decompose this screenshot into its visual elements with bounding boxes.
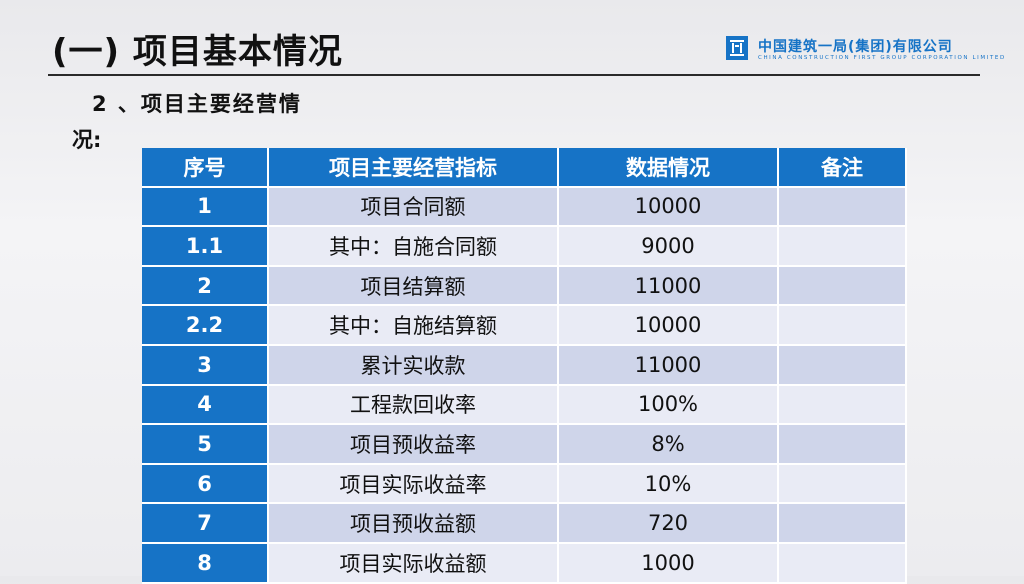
- company-logo-icon: [726, 36, 748, 60]
- row-note: [778, 226, 907, 267]
- row-note: [778, 424, 907, 465]
- row-value: 10%: [558, 463, 779, 505]
- row-value: 8%: [558, 424, 779, 465]
- row-item: 项目结算额: [268, 265, 559, 307]
- table-row: 1.1 其中：自施合同额 9000: [142, 226, 907, 267]
- operations-table: 序号 项目主要经营指标 数据情况 备注 1 项目合同额 10000 1.1 其中…: [142, 148, 907, 584]
- table-row: 5 项目预收益率 8%: [142, 424, 907, 465]
- row-item: 项目预收益率: [268, 424, 559, 465]
- row-note: [778, 305, 907, 346]
- row-note: [778, 186, 907, 228]
- row-no: 7: [142, 503, 269, 544]
- row-no: 1: [142, 186, 269, 228]
- table-row: 4 工程款回收率 100%: [142, 384, 907, 426]
- table-row: 1 项目合同额 10000: [142, 186, 907, 228]
- row-no: 3: [142, 344, 269, 386]
- header-no: 序号: [142, 148, 269, 188]
- row-no: 1.1: [142, 226, 269, 267]
- header-value: 数据情况: [558, 148, 779, 188]
- row-value: 9000: [558, 226, 779, 267]
- row-no: 8: [142, 542, 269, 584]
- section-subtitle-continued: 况:: [72, 128, 102, 152]
- row-value: 100%: [558, 384, 779, 426]
- row-note: [778, 542, 907, 584]
- table-header-row: 序号 项目主要经营指标 数据情况 备注: [142, 148, 907, 188]
- section-subtitle: 2 、项目主要经营情: [92, 92, 302, 116]
- row-value: 720: [558, 503, 779, 544]
- row-item: 累计实收款: [268, 344, 559, 386]
- row-note: [778, 344, 907, 386]
- title-divider: [48, 74, 980, 76]
- table-row: 6 项目实际收益率 10%: [142, 463, 907, 505]
- row-item: 其中：自施合同额: [268, 226, 559, 267]
- row-note: [778, 265, 907, 307]
- row-note: [778, 384, 907, 426]
- row-value: 11000: [558, 344, 779, 386]
- table-row: 7 项目预收益额 720: [142, 503, 907, 544]
- row-item: 项目实际收益额: [268, 542, 559, 584]
- company-name: 中国建筑一局(集团)有限公司: [758, 39, 953, 55]
- row-value: 10000: [558, 186, 779, 228]
- row-no: 4: [142, 384, 269, 426]
- row-no: 6: [142, 463, 269, 505]
- header-item: 项目主要经营指标: [268, 148, 559, 188]
- row-note: [778, 503, 907, 544]
- row-value: 11000: [558, 265, 779, 307]
- row-note: [778, 463, 907, 505]
- row-no: 2.2: [142, 305, 269, 346]
- company-name-en: CHINA CONSTRUCTION FIRST GROUP CORPORATI…: [758, 55, 1006, 61]
- table-row: 2 项目结算额 11000: [142, 265, 907, 307]
- row-no: 5: [142, 424, 269, 465]
- row-no: 2: [142, 265, 269, 307]
- table-row: 8 项目实际收益额 1000: [142, 542, 907, 584]
- row-item: 工程款回收率: [268, 384, 559, 426]
- table-row: 2.2 其中：自施结算额 10000: [142, 305, 907, 346]
- row-item: 其中：自施结算额: [268, 305, 559, 346]
- row-value: 10000: [558, 305, 779, 346]
- row-value: 1000: [558, 542, 779, 584]
- row-item: 项目合同额: [268, 186, 559, 228]
- header-note: 备注: [778, 148, 907, 188]
- row-item: 项目实际收益率: [268, 463, 559, 505]
- row-item: 项目预收益额: [268, 503, 559, 544]
- page-title: (一) 项目基本情况: [52, 32, 343, 72]
- table-row: 3 累计实收款 11000: [142, 344, 907, 386]
- company-logo: 中国建筑一局(集团)有限公司 CHINA CONSTRUCTION FIRST …: [726, 36, 1004, 66]
